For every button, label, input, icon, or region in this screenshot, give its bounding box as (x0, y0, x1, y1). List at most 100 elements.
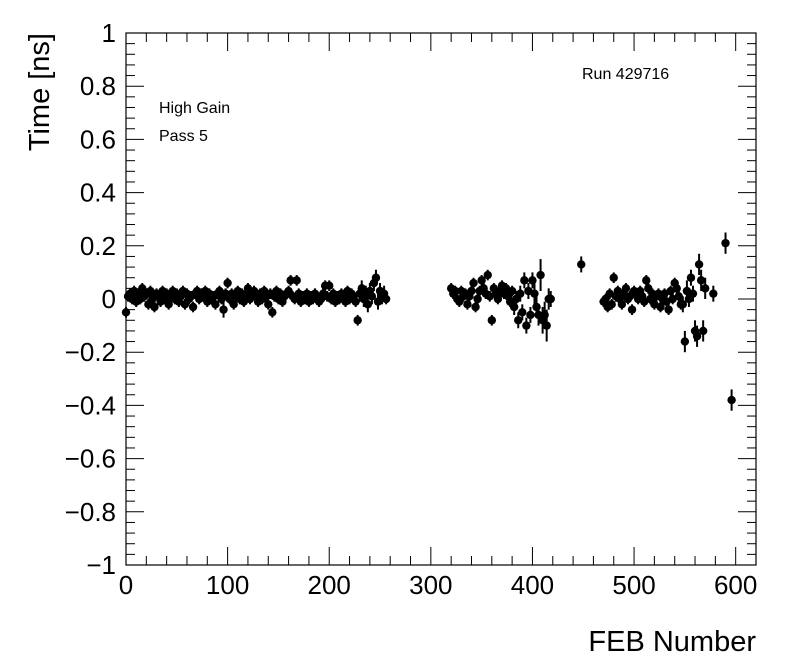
x-axis-title: FEB Number (588, 626, 756, 658)
point-marker (696, 276, 706, 285)
data-point (642, 275, 651, 286)
data-point (150, 301, 159, 313)
point-marker (536, 270, 545, 280)
point-marker (463, 300, 472, 309)
point-marker (526, 310, 535, 320)
x-tick-label: 300 (409, 570, 452, 600)
data-point (351, 296, 360, 307)
data-point (493, 293, 503, 305)
data-point (219, 301, 228, 318)
y-tick-label: 0.2 (80, 231, 116, 261)
data-point (477, 275, 486, 286)
data-point (680, 330, 690, 353)
x-tick-label: 500 (612, 570, 655, 600)
point-marker (211, 300, 220, 309)
point-marker (483, 270, 492, 280)
data-point (621, 283, 631, 294)
x-tick-label: 0 (119, 570, 133, 600)
data-point (546, 291, 555, 307)
point-marker (514, 316, 523, 325)
data-point (688, 285, 698, 302)
y-tick-label: −0.2 (65, 337, 116, 367)
point-marker (164, 300, 173, 309)
point-marker (542, 321, 551, 330)
data-point (577, 256, 586, 273)
point-marker (371, 273, 381, 282)
point-marker (219, 305, 228, 314)
data-point (656, 301, 665, 313)
data-point (467, 285, 476, 297)
point-marker (121, 308, 131, 317)
data-point (674, 291, 683, 302)
data-points (121, 232, 736, 411)
data-point (664, 304, 673, 315)
y-tick-label: 0 (102, 284, 116, 314)
point-marker (351, 297, 360, 306)
point-marker (520, 276, 529, 285)
data-point (698, 320, 708, 342)
data-point (223, 277, 232, 289)
axis-ticks (125, 32, 757, 566)
x-tick-label: 600 (714, 570, 757, 600)
point-marker (467, 286, 476, 296)
point-marker (471, 302, 480, 312)
data-point (353, 314, 362, 326)
annotation-run: Run 429716 (582, 66, 669, 83)
data-point (487, 314, 497, 326)
point-marker (381, 294, 391, 304)
point-marker (721, 238, 730, 248)
data-point (367, 288, 377, 305)
data-point (483, 269, 492, 281)
data-point (363, 296, 373, 313)
data-point (229, 299, 238, 310)
data-point (542, 309, 551, 342)
point-marker (367, 292, 377, 301)
point-marker (229, 300, 238, 309)
point-marker (680, 337, 690, 346)
data-point (325, 280, 334, 292)
data-point (721, 232, 730, 254)
point-marker (518, 308, 527, 317)
point-marker (477, 276, 486, 285)
data-point (526, 306, 535, 323)
point-marker (223, 278, 232, 288)
data-point (188, 301, 198, 313)
y-tick-labels: −1 −0.8 −0.6 −0.4 −0.2 0 0.2 0.4 0.6 0.8 1 (65, 18, 116, 580)
point-marker (627, 305, 637, 314)
point-marker (609, 273, 618, 282)
x-tick-label: 400 (511, 570, 554, 600)
point-marker (292, 276, 301, 285)
data-point (520, 272, 529, 289)
point-marker (507, 286, 517, 296)
y-tick-label: 0.4 (80, 178, 116, 208)
point-marker (709, 289, 718, 298)
data-point (609, 272, 618, 284)
data-point (692, 325, 702, 347)
point-marker (678, 300, 688, 309)
point-marker (268, 308, 277, 317)
data-point (473, 293, 482, 305)
annotation-gain: High Gain (159, 100, 230, 117)
point-marker (493, 294, 503, 304)
data-point (292, 275, 301, 286)
data-point (268, 306, 277, 318)
data-point (678, 296, 688, 313)
point-marker (150, 302, 159, 312)
point-marker (727, 395, 736, 405)
data-point (381, 293, 391, 305)
data-point (164, 299, 173, 310)
point-marker (656, 302, 665, 312)
point-marker (286, 276, 295, 285)
point-marker (487, 316, 497, 325)
data-point (514, 312, 523, 329)
point-marker (674, 292, 683, 301)
data-point (264, 299, 273, 310)
data-point (371, 269, 381, 286)
point-marker (469, 278, 478, 288)
point-marker (451, 286, 460, 296)
point-marker (698, 326, 708, 336)
point-marker (692, 332, 702, 341)
y-tick-label: −0.4 (65, 390, 116, 420)
data-point (451, 285, 460, 297)
